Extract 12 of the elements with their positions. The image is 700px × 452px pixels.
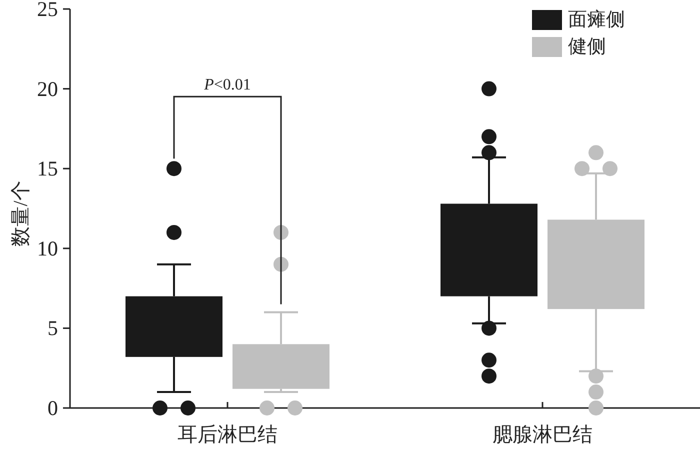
y-tick-label: 5	[48, 316, 58, 340]
legend-label: 健侧	[568, 36, 606, 58]
legend-label: 面瘫侧	[568, 8, 625, 30]
annotation: P<0.01	[203, 76, 251, 94]
x-tick-label: 耳后淋巴结	[178, 424, 278, 446]
x-tick-label: 腮腺淋巴结	[492, 424, 592, 446]
y-tick-label: 10	[37, 236, 58, 260]
y-axis-title: 数量/个	[10, 180, 32, 246]
y-tick-label: 25	[37, 0, 58, 21]
y-tick-label: 0	[48, 396, 58, 420]
y-tick-label: 15	[37, 156, 58, 181]
y-tick-label: 20	[37, 76, 58, 101]
